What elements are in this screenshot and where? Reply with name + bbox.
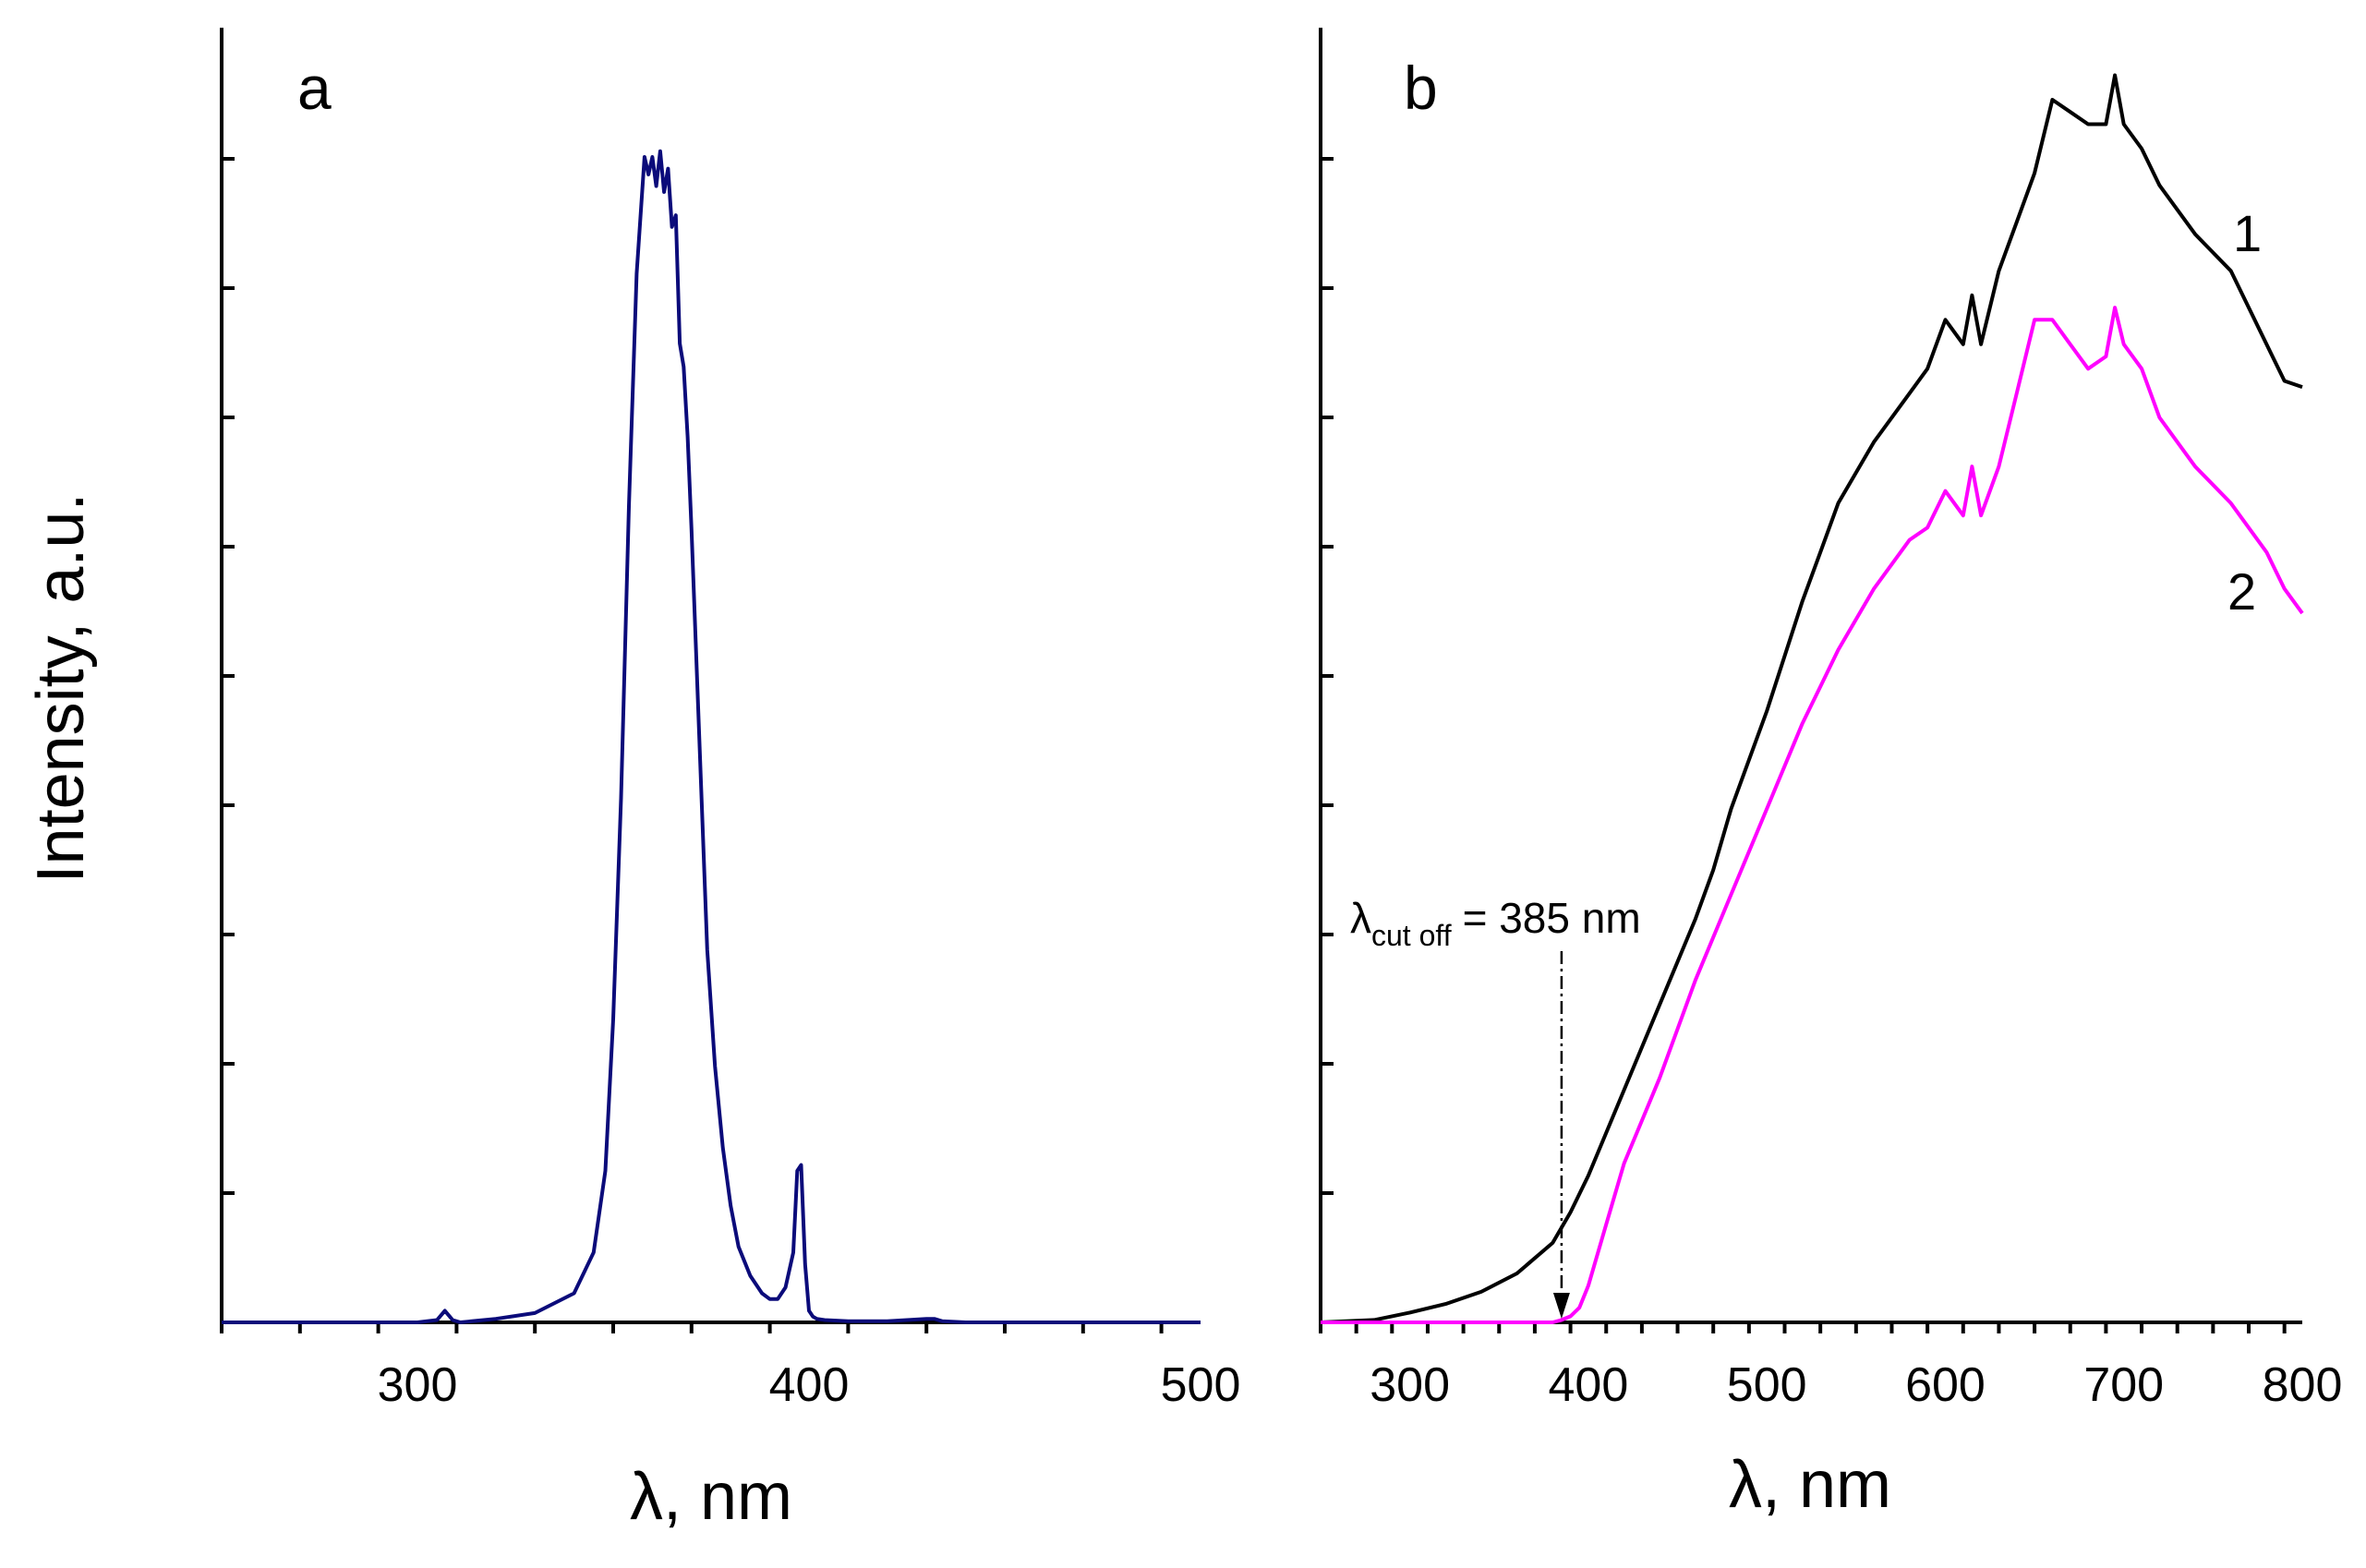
x-tick-label: 400 — [769, 1358, 850, 1412]
x-tick-label: 500 — [1727, 1358, 1807, 1412]
series-line-2 — [1321, 306, 2304, 1324]
x-tick-label: 400 — [1549, 1358, 1629, 1412]
cutoff-lambda: λ — [1350, 894, 1371, 942]
x-tick-label: 300 — [378, 1358, 458, 1412]
cutoff-value: = 385 nm — [1463, 894, 1641, 942]
panel-b-x-ticks — [1319, 1322, 2287, 1333]
x-tick-label: 300 — [1370, 1358, 1450, 1412]
series-2-label: 2 — [2227, 562, 2256, 621]
y-axis-title: Intensity, a.u. — [24, 493, 98, 884]
panel-b-x-tick-labels: 300 400 500 600 700 800 — [1370, 1358, 2342, 1412]
panel-b: 300 400 500 600 700 800 b λ, nm 1 2 λcut off =… — [1319, 28, 2342, 1522]
series-line-spectrum — [222, 149, 1201, 1324]
panel-a-series — [222, 149, 1201, 1324]
panel-a-x-tick-labels: 300 400 500 — [378, 1358, 1241, 1412]
x-tick-label: 600 — [1905, 1358, 1986, 1412]
cutoff-annotation: λcut off = 385 nm — [1350, 894, 1641, 952]
panel-b-x-axis-title: λ, nm — [1729, 1448, 1891, 1522]
panel-a-label: a — [297, 54, 332, 122]
panel-b-label: b — [1404, 54, 1438, 122]
series-1-label: 1 — [2233, 204, 2262, 262]
x-tick-label: 700 — [2083, 1358, 2164, 1412]
x-tick-label: 500 — [1161, 1358, 1241, 1412]
x-tick-label: 800 — [2263, 1358, 2343, 1412]
cutoff-subscript: cut off — [1371, 919, 1452, 952]
panel-a-x-ticks — [220, 1322, 1164, 1333]
cutoff-arrow-icon — [1552, 1293, 1570, 1319]
panel-b-y-ticks — [1321, 157, 1334, 1324]
panel-b-series — [1320, 73, 2304, 1324]
panel-a: 300 400 500 a λ, nm Intensity, a.u. — [24, 28, 1240, 1534]
panel-a-y-ticks — [222, 157, 235, 1324]
panel-a-x-axis-title: λ, nm — [630, 1460, 792, 1534]
series-line-1 — [1320, 73, 2303, 1324]
